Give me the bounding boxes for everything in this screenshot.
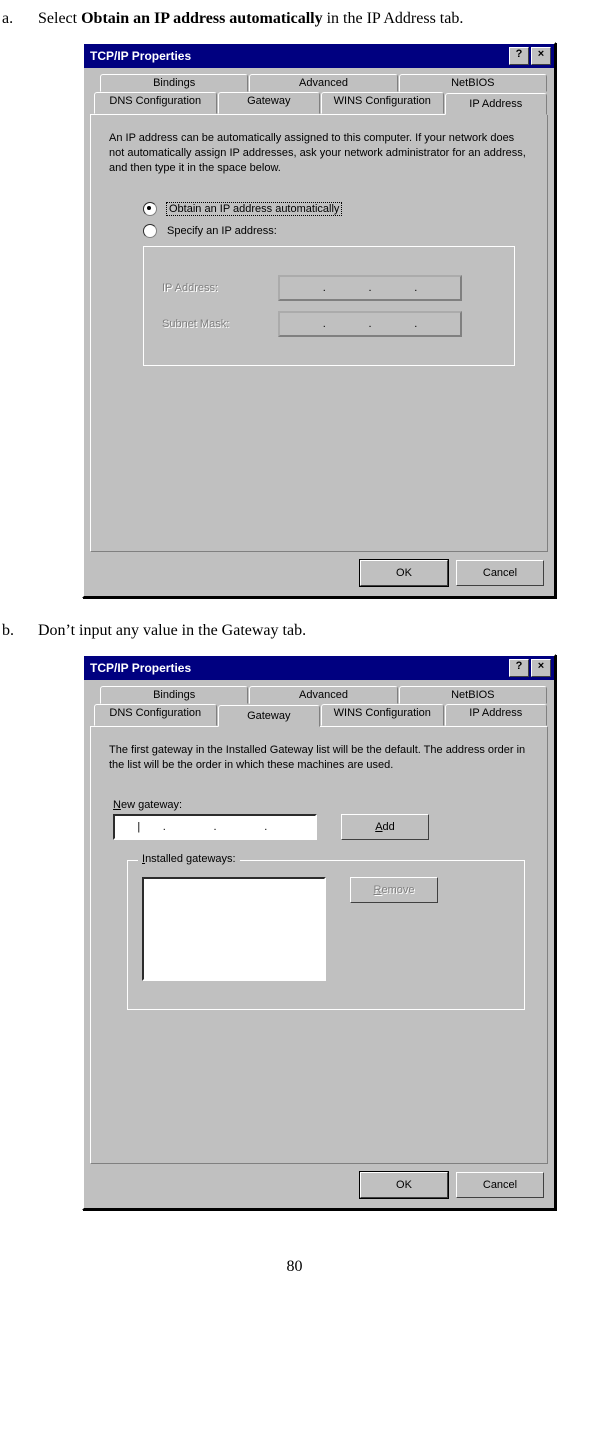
titlebar: TCP/IP Properties ? × <box>84 656 554 680</box>
radio-specify-label: Specify an IP address: <box>167 225 277 237</box>
subnet-mask-label: Subnet Mask: <box>162 318 278 330</box>
specify-groupbox: IP Address: ... Subnet Mask: ... <box>143 246 515 366</box>
tab-ip-address[interactable]: IP Address <box>445 704 547 726</box>
close-button[interactable]: × <box>531 47 551 65</box>
tab-description: The first gateway in the Installed Gatew… <box>109 743 529 773</box>
help-button[interactable]: ? <box>509 47 529 65</box>
tab-wins-configuration[interactable]: WINS Configuration <box>321 92 444 114</box>
tcpip-properties-dialog-ipaddress: TCP/IP Properties ? × Bindings Advanced … <box>82 42 556 598</box>
ok-button[interactable]: OK <box>360 560 448 586</box>
new-gateway-input[interactable]: |... <box>113 814 317 840</box>
installed-gateways-label: Installed gateways: <box>138 853 240 865</box>
tab-gateway[interactable]: Gateway <box>218 92 320 114</box>
list-text-b: Don’t input any value in the Gateway tab… <box>38 622 589 640</box>
remove-button: Remove <box>350 877 438 903</box>
help-button[interactable]: ? <box>509 659 529 677</box>
tab-netbios[interactable]: NetBIOS <box>399 686 547 704</box>
tab-advanced[interactable]: Advanced <box>249 74 397 92</box>
tab-description: An IP address can be automatically assig… <box>109 131 529 176</box>
cancel-button[interactable]: Cancel <box>456 1172 544 1198</box>
list-a-bold: Obtain an IP address automatically <box>81 10 323 27</box>
tab-dns-configuration[interactable]: DNS Configuration <box>94 704 217 726</box>
list-marker-b: b. <box>0 622 38 640</box>
radio-specify[interactable] <box>143 224 157 238</box>
tab-dns-configuration[interactable]: DNS Configuration <box>94 92 217 114</box>
list-a-suffix: in the IP Address tab. <box>323 10 464 27</box>
tab-advanced[interactable]: Advanced <box>249 686 397 704</box>
installed-gateways-list[interactable] <box>142 877 326 981</box>
titlebar: TCP/IP Properties ? × <box>84 44 554 68</box>
new-gateway-label: New gateway: <box>113 799 529 811</box>
list-a-prefix: Select <box>38 10 81 27</box>
tab-netbios[interactable]: NetBIOS <box>399 74 547 92</box>
radio-obtain-auto-label: Obtain an IP address automatically <box>167 203 341 215</box>
ip-address-input: ... <box>278 275 462 301</box>
ok-button[interactable]: OK <box>360 1172 448 1198</box>
close-button[interactable]: × <box>531 659 551 677</box>
cancel-button[interactable]: Cancel <box>456 560 544 586</box>
titlebar-text: TCP/IP Properties <box>90 49 507 63</box>
list-marker-a: a. <box>0 10 38 28</box>
list-text-a: Select Obtain an IP address automaticall… <box>38 10 589 28</box>
tab-gateway[interactable]: Gateway <box>218 705 320 727</box>
subnet-mask-input: ... <box>278 311 462 337</box>
add-button[interactable]: Add <box>341 814 429 840</box>
ip-address-label: IP Address: <box>162 282 278 294</box>
tcpip-properties-dialog-gateway: TCP/IP Properties ? × Bindings Advanced … <box>82 654 556 1210</box>
tab-bindings[interactable]: Bindings <box>100 74 248 92</box>
installed-gateways-group: Installed gateways: Remove <box>127 860 525 1010</box>
tab-bindings[interactable]: Bindings <box>100 686 248 704</box>
tab-wins-configuration[interactable]: WINS Configuration <box>321 704 444 726</box>
tab-ip-address[interactable]: IP Address <box>445 93 547 115</box>
titlebar-text: TCP/IP Properties <box>90 661 507 675</box>
page-number: 80 <box>0 1258 589 1276</box>
radio-obtain-auto[interactable] <box>143 202 157 216</box>
